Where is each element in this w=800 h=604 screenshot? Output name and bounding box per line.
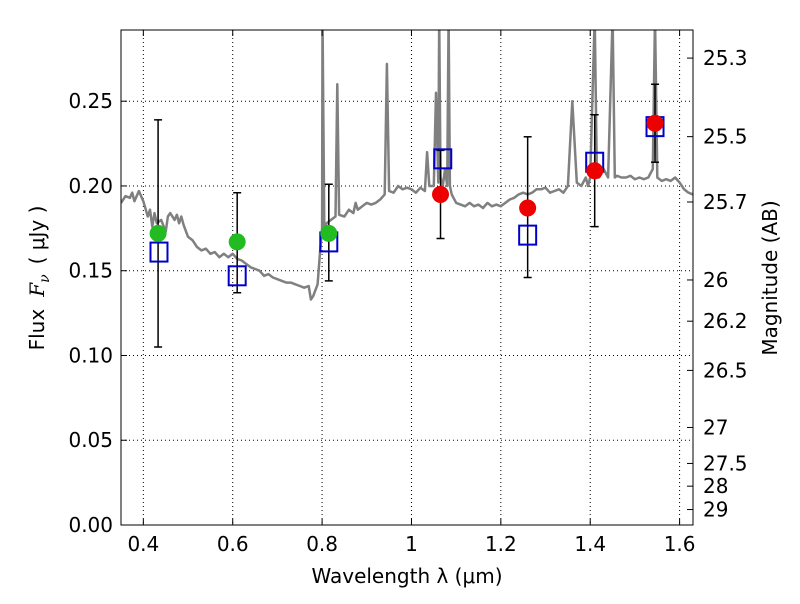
x-axis-label: Wavelength λ (μm) bbox=[311, 564, 502, 588]
y-axis-label-symbol: F bbox=[25, 282, 49, 298]
y-tick-label: 0.00 bbox=[68, 513, 113, 537]
y2-axis-label: Magnitude (AB) bbox=[758, 200, 782, 355]
error-bars bbox=[154, 83, 660, 348]
observed-point bbox=[320, 224, 338, 242]
y2-tick-label: 26 bbox=[703, 268, 728, 292]
spectrum-line bbox=[121, 30, 693, 301]
x-tick-label: 1.4 bbox=[574, 532, 606, 556]
x-tick-label: 0.8 bbox=[306, 532, 338, 556]
observed-points-series bbox=[149, 114, 664, 251]
y2-tick-label: 29 bbox=[703, 498, 728, 522]
y2-tick-label: 27 bbox=[703, 415, 728, 439]
spectrum-series bbox=[121, 30, 693, 301]
y-tick-label: 0.05 bbox=[68, 428, 113, 452]
y2-tick-label: 26.5 bbox=[703, 358, 748, 382]
y2-tick-label: 27.5 bbox=[703, 451, 748, 475]
y-tick-label: 0.20 bbox=[68, 174, 113, 198]
observed-point bbox=[228, 233, 246, 251]
y-axis-label-prefix: Flux bbox=[25, 309, 49, 351]
model-square bbox=[227, 265, 247, 287]
x-tick-label: 0.6 bbox=[217, 532, 249, 556]
observed-point bbox=[646, 114, 664, 132]
observed-point bbox=[586, 162, 604, 180]
model-photometry-series bbox=[149, 116, 665, 287]
y-tick-label: 0.15 bbox=[68, 259, 113, 283]
y-axis-ticks: 0.00 0.05 0.10 0.15 0.20 0.25 bbox=[68, 89, 127, 537]
model-square bbox=[149, 241, 169, 263]
observed-point bbox=[519, 199, 537, 217]
y-axis-label-units: ( μJy ) bbox=[25, 206, 49, 265]
y2-tick-label: 25.3 bbox=[703, 46, 748, 70]
model-square bbox=[518, 224, 538, 246]
y-tick-label: 0.10 bbox=[68, 343, 113, 367]
y2-tick-label: 25.5 bbox=[703, 125, 748, 149]
observed-point bbox=[432, 185, 450, 203]
x-tick-label: 1.2 bbox=[485, 532, 517, 556]
y-axis-label: Flux Fν ( μJy ) bbox=[25, 206, 53, 351]
x-tick-label: 1.6 bbox=[664, 532, 696, 556]
x-axis-ticks: 0.4 0.6 0.8 1 1.2 1.4 1.6 bbox=[127, 30, 696, 556]
observed-point bbox=[149, 224, 167, 242]
model-square bbox=[433, 148, 453, 170]
y-tick-label: 0.25 bbox=[68, 89, 113, 113]
x-tick-label: 1 bbox=[405, 532, 418, 556]
y2-tick-label: 26.2 bbox=[703, 309, 748, 333]
y-axis-label-subscript: ν bbox=[37, 274, 53, 283]
grid bbox=[121, 30, 693, 526]
y2-tick-label: 25.7 bbox=[703, 190, 748, 214]
x-tick-label: 0.4 bbox=[127, 532, 159, 556]
y2-tick-label: 28 bbox=[703, 474, 728, 498]
plot-frame bbox=[120, 29, 694, 526]
